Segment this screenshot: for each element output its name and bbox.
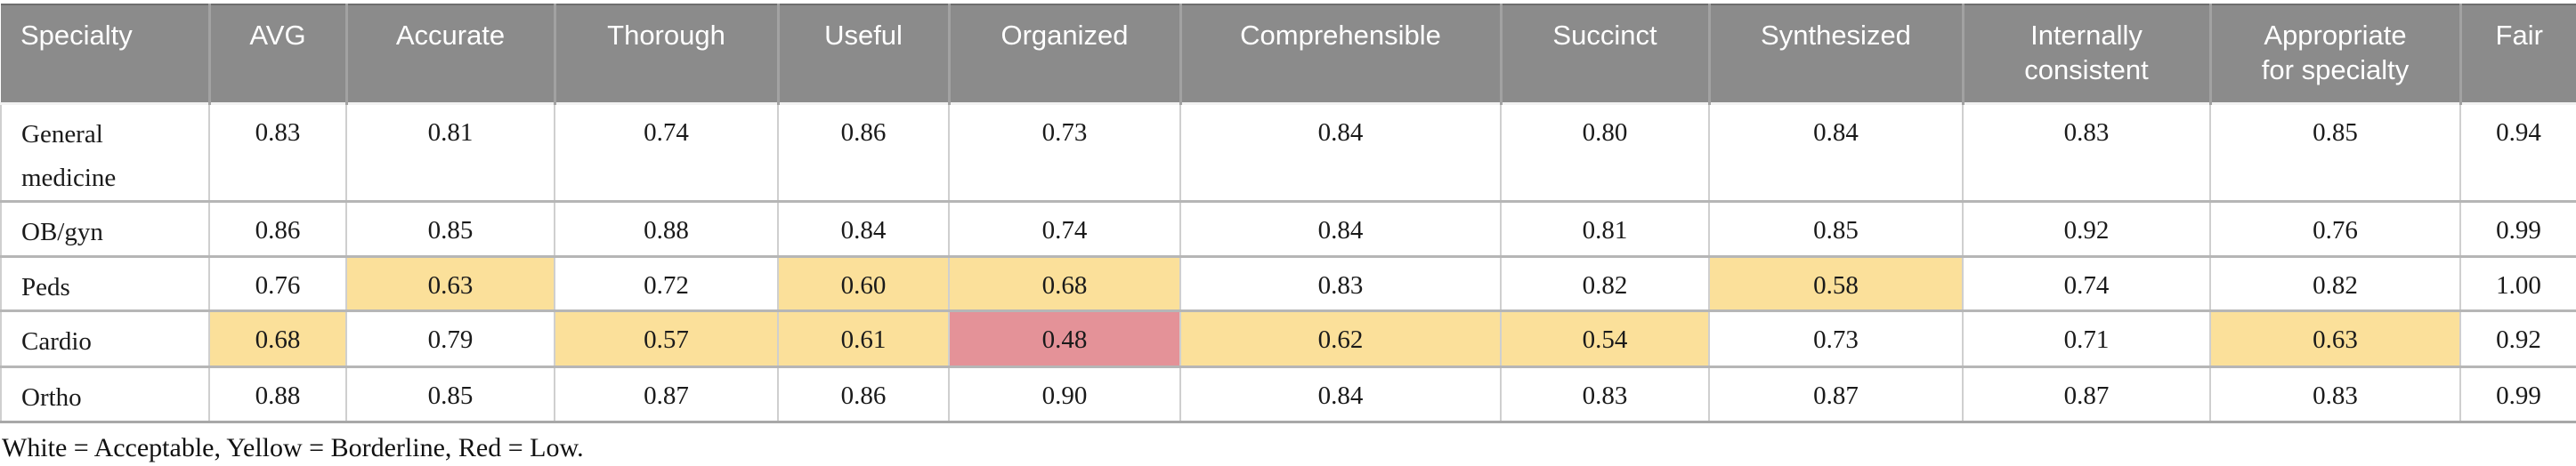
score-cell: 0.90: [949, 366, 1181, 424]
score-cell: 0.92: [2460, 310, 2576, 369]
score-cell: 0.81: [346, 101, 555, 204]
score-cell: 0.85: [346, 366, 555, 424]
score-cell: 0.85: [1709, 201, 1964, 259]
score-cell: 0.54: [1501, 310, 1710, 369]
row-label: OB/gyn: [0, 201, 210, 259]
score-cell: 0.82: [2210, 256, 2461, 313]
score-cell: 0.86: [778, 366, 950, 424]
header-row: Specialty AVG Accurate Thorough Useful Organi…: [1, 4, 2576, 103]
score-cell: 0.79: [346, 310, 555, 369]
score-cell: 0.58: [1709, 256, 1964, 313]
col-header-comprehensible: Comprehensible: [1179, 4, 1501, 103]
score-cell: 0.84: [1180, 366, 1502, 424]
score-cell: 0.83: [2210, 366, 2461, 424]
score-cell: 0.85: [346, 201, 555, 259]
score-cell: 0.86: [209, 201, 347, 259]
score-cell: 0.87: [1709, 366, 1964, 424]
score-cell: 0.76: [209, 256, 347, 313]
col-header-appropriate-for-specialty: Appropriate for specialty: [2208, 4, 2460, 103]
score-cell: 0.57: [555, 310, 779, 369]
score-cell: 0.81: [1501, 201, 1710, 259]
row-label: Peds: [0, 256, 210, 313]
score-cell: 0.74: [949, 201, 1181, 259]
col-header-synthesized: Synthesized: [1707, 4, 1963, 103]
score-cell: 0.99: [2460, 201, 2576, 259]
score-cell: 0.82: [1501, 256, 1710, 313]
score-cell: 0.72: [555, 256, 779, 313]
table-body: General medicine 0.83 0.81 0.74 0.86 0.73 0.84…: [0, 101, 2576, 424]
score-cell: 0.83: [1501, 366, 1710, 424]
score-cell: 0.83: [1963, 101, 2211, 204]
score-cell: 0.63: [2210, 310, 2461, 369]
score-cell: 0.84: [778, 201, 950, 259]
score-cell: 0.68: [949, 256, 1181, 313]
table-row-ob-gyn: OB/gyn 0.86 0.85 0.88 0.84 0.74 0.84 0.81 0.85 0.…: [0, 201, 2576, 259]
score-cell: 0.86: [778, 101, 950, 204]
score-cell: 0.88: [209, 366, 347, 424]
score-cell: 0.48: [949, 310, 1181, 369]
col-header-succinct: Succinct: [1499, 4, 1709, 103]
score-cell: 0.99: [2460, 366, 2576, 424]
score-cell: 0.87: [555, 366, 779, 424]
score-cell: 0.88: [555, 201, 779, 259]
score-cell: 0.84: [1180, 101, 1502, 204]
score-cell: 0.73: [1709, 310, 1964, 369]
score-cell: 0.80: [1501, 101, 1710, 204]
score-cell: 0.92: [1963, 201, 2211, 259]
score-cell: 1.00: [2460, 256, 2576, 313]
score-cell: 0.84: [1180, 201, 1502, 259]
col-header-specialty: Specialty: [1, 4, 209, 103]
score-cell: 0.76: [2210, 201, 2461, 259]
score-cell: 0.61: [778, 310, 950, 369]
score-cell: 0.83: [1180, 256, 1502, 313]
score-cell: 0.63: [346, 256, 555, 313]
score-cell: 0.83: [209, 101, 347, 204]
score-cell: 0.60: [778, 256, 950, 313]
row-label: General medicine: [0, 101, 210, 204]
score-cell: 0.94: [2460, 101, 2576, 204]
score-cell: 0.73: [949, 101, 1181, 204]
table-row-peds: Peds 0.76 0.63 0.72 0.60 0.68 0.83 0.82 0.58 0.74…: [0, 256, 2576, 313]
score-cell: 0.62: [1180, 310, 1502, 369]
score-cell: 0.74: [555, 101, 779, 204]
table-row-cardio: Cardio 0.68 0.79 0.57 0.61 0.48 0.62 0.54 0.73 0.…: [0, 310, 2576, 369]
col-header-thorough: Thorough: [553, 4, 778, 103]
score-cell: 0.74: [1963, 256, 2211, 313]
score-cell: 0.68: [209, 310, 347, 369]
row-label: Ortho: [0, 366, 210, 424]
score-cell: 0.71: [1963, 310, 2211, 369]
col-header-avg: AVG: [207, 4, 346, 103]
col-header-accurate: Accurate: [344, 4, 555, 103]
score-cell: 0.85: [2210, 101, 2461, 204]
table-footnote: White = Acceptable, Yellow = Borderline,…: [2, 433, 584, 463]
table-row-ortho: Ortho 0.88 0.85 0.87 0.86 0.90 0.84 0.83 0.87 0.8…: [0, 366, 2576, 424]
col-header-fair: Fair: [2459, 4, 2576, 103]
row-label: Cardio: [0, 310, 210, 369]
score-cell: 0.87: [1963, 366, 2211, 424]
col-header-internally-consistent: Internally consistent: [1961, 4, 2210, 103]
col-header-useful: Useful: [776, 4, 949, 103]
score-cell: 0.84: [1709, 101, 1964, 204]
col-header-organized: Organized: [947, 4, 1180, 103]
table-row-general-medicine: General medicine 0.83 0.81 0.74 0.86 0.73 0.84…: [0, 101, 2576, 204]
specialty-ratings-table: Specialty AVG Accurate Thorough Useful Organi…: [0, 4, 2576, 424]
table-header: Specialty AVG Accurate Thorough Useful Organi…: [1, 4, 2576, 103]
